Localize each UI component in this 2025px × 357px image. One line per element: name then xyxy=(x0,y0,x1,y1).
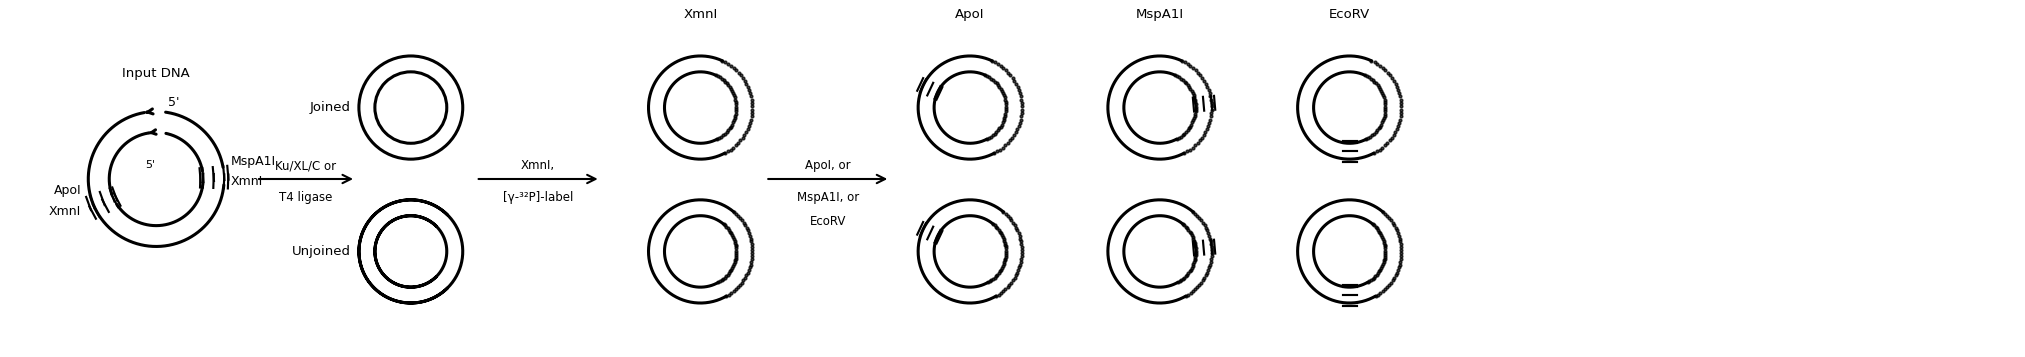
Text: XmnI: XmnI xyxy=(49,205,81,218)
Text: EcoRV: EcoRV xyxy=(1328,8,1371,21)
Text: 5': 5' xyxy=(146,160,156,170)
Text: XmnI: XmnI xyxy=(682,8,717,21)
Text: Ku/XL/C or: Ku/XL/C or xyxy=(275,159,336,172)
Text: Joined: Joined xyxy=(310,101,350,114)
Text: XmnI: XmnI xyxy=(231,176,263,188)
Text: ApoI: ApoI xyxy=(53,185,81,197)
Text: MspA1I: MspA1I xyxy=(231,155,275,168)
Text: T4 ligase: T4 ligase xyxy=(279,191,332,204)
Text: MspA1I: MspA1I xyxy=(1136,8,1185,21)
Text: 5': 5' xyxy=(168,96,180,109)
Text: Input DNA: Input DNA xyxy=(122,67,190,80)
Text: Unjoined: Unjoined xyxy=(292,245,350,258)
Text: ApoI, or: ApoI, or xyxy=(806,159,850,172)
Text: [γ-³²P]-label: [γ-³²P]-label xyxy=(502,191,573,204)
Text: XmnI,: XmnI, xyxy=(520,159,555,172)
Text: ApoI: ApoI xyxy=(956,8,984,21)
Text: EcoRV: EcoRV xyxy=(810,215,846,228)
Text: MspA1I, or: MspA1I, or xyxy=(796,191,859,204)
